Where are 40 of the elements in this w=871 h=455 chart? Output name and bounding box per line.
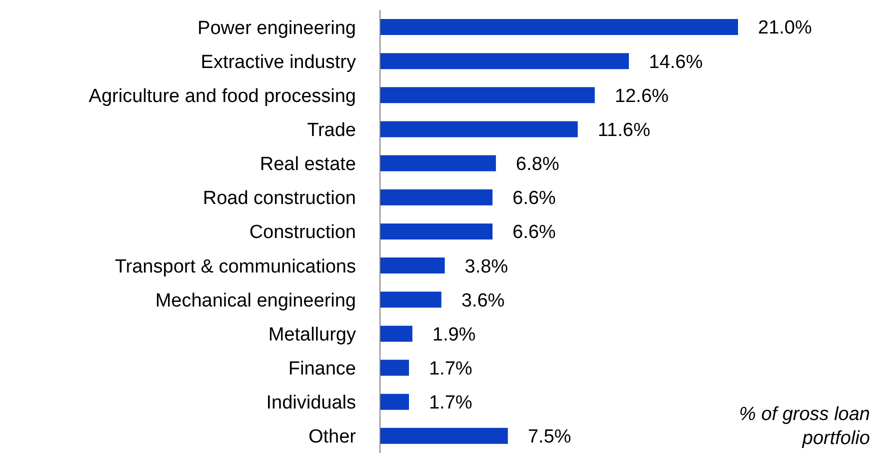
bar [380,19,738,35]
data-label: 21.0% [758,18,812,39]
data-label: 11.6% [598,120,650,141]
y-tick-label: Agriculture and food processing [88,86,356,107]
text: % of gross loan portfolio [738,403,870,451]
bar [380,258,445,274]
bar [380,394,409,410]
bar [380,223,493,240]
bar [380,360,409,376]
y-tick-label: Road construction [202,188,356,210]
bar [380,155,496,172]
data-label: 6.6% [512,222,556,244]
data-label: 6.6% [512,188,556,210]
data-label: 6.8% [516,154,560,176]
bar [380,292,442,308]
data-label: 12.6% [614,86,669,107]
y-tick-label: Construction [249,222,356,244]
y-tick-label: Trade [307,120,356,142]
data-label: 3.8% [464,256,508,278]
bar [380,121,578,138]
data-label: 14.6% [648,52,703,73]
data-label: 7.5% [528,426,572,448]
bar [380,87,595,104]
y-tick-label: Mechanical engineering [155,290,356,312]
y-tick-label: Transport & communications [114,256,356,278]
bar [380,326,412,342]
y-tick-label: Individuals [266,392,356,414]
bar [380,428,508,444]
data-label: 1.7% [428,392,472,414]
y-tick-label: Power engineering [198,18,356,39]
y-tick-label: Other [308,426,357,448]
bar [380,189,493,206]
y-tick-label: Real estate [260,154,356,176]
y-tick-label: Extractive industry [200,52,356,73]
data-label: 1.9% [432,324,476,346]
data-label: 1.7% [428,358,472,380]
bar [380,53,629,70]
y-tick-label: Finance [288,358,356,380]
y-tick-label: Metallurgy [268,324,356,346]
data-label: 3.6% [461,290,505,312]
